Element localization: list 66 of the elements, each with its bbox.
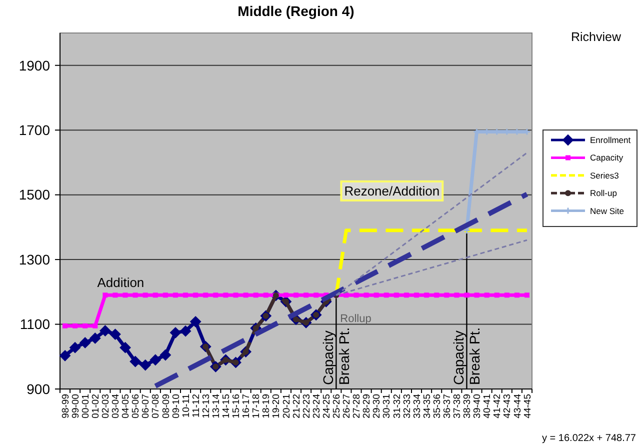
x-tick-label: 23-24 bbox=[311, 394, 322, 418]
x-tick-label: 08-09 bbox=[160, 394, 172, 418]
x-tick-label: 14-15 bbox=[221, 394, 232, 418]
x-tick-label: 40-41 bbox=[482, 394, 494, 418]
annotation: Rezone/Addition bbox=[344, 183, 440, 198]
x-tick-label: 15-16 bbox=[231, 394, 242, 418]
text: Richview bbox=[570, 30, 622, 44]
legend-label: Roll-up bbox=[590, 188, 618, 198]
legend-label: New Site bbox=[590, 206, 624, 216]
x-tick-label: 99-00 bbox=[70, 394, 82, 418]
x-tick-label: 21-22 bbox=[291, 394, 302, 418]
legend-label: Capacity bbox=[590, 152, 624, 163]
x-tick-label: 36-37 bbox=[442, 394, 453, 418]
x-tick-label: 39-40 bbox=[472, 394, 484, 418]
chart-title: Middle (Region 4) bbox=[238, 3, 354, 19]
x-tick-label: 28-29 bbox=[362, 394, 373, 418]
y-tick-label: 1100 bbox=[20, 316, 50, 332]
x-tick-label: 03-04 bbox=[110, 394, 122, 418]
x-tick-label: 13-14 bbox=[210, 394, 222, 418]
annotation: Capacity Break Pt. bbox=[450, 327, 483, 385]
x-tick-label: 29-30 bbox=[372, 394, 383, 418]
x-tick-label: 30-31 bbox=[382, 394, 393, 418]
x-tick-label: 07-08 bbox=[150, 394, 162, 418]
x-tick-label: 06-07 bbox=[140, 394, 152, 418]
x-tick-label: 22-23 bbox=[301, 394, 312, 418]
x-tick-label: 11-12 bbox=[190, 394, 202, 418]
legend-label: Series3 bbox=[590, 170, 620, 180]
x-tick-label: 19-20 bbox=[271, 394, 282, 418]
annotation: Addition bbox=[97, 275, 144, 290]
x-tick-label: 41-42 bbox=[492, 394, 504, 418]
x-tick-label: 00-01 bbox=[80, 394, 92, 418]
x-tick-label: 38-39 bbox=[462, 394, 474, 418]
x-tick-label: 34-35 bbox=[422, 394, 433, 418]
y-tick-label: 1500 bbox=[18, 186, 50, 203]
x-tick-label: 09-10 bbox=[170, 394, 182, 418]
x-tick-label: 12-13 bbox=[200, 394, 212, 418]
x-tick-label: 43-44 bbox=[512, 394, 524, 418]
x-tick-label: 27-28 bbox=[352, 394, 363, 418]
y-tick-label: 900 bbox=[26, 380, 50, 397]
x-tick-label: 33-34 bbox=[412, 394, 423, 418]
x-tick-label: 42-43 bbox=[502, 394, 514, 418]
x-tick-label: 37-38 bbox=[452, 394, 464, 418]
x-tick-label: 17-18 bbox=[251, 394, 262, 418]
x-tick-label: 20-21 bbox=[281, 394, 292, 418]
x-tick-label: 16-17 bbox=[241, 394, 252, 418]
y-tick-label: 1700 bbox=[18, 122, 50, 138]
x-tick-label: 02-03 bbox=[100, 394, 112, 418]
y-tick-label: 1900 bbox=[18, 57, 50, 74]
text: y = 16.022x + 748.77 bbox=[542, 433, 636, 444]
x-tick-label: 44-45 bbox=[522, 394, 534, 418]
annotation: Capacity Break Pt. bbox=[320, 327, 352, 385]
x-tick-label: 98-99 bbox=[60, 394, 72, 418]
x-tick-label: 35-36 bbox=[432, 394, 443, 418]
x-tick-label: 18-19 bbox=[261, 394, 272, 418]
x-tick-label: 32-33 bbox=[402, 394, 413, 418]
x-tick-label: 01-02 bbox=[90, 394, 102, 418]
x-tick-label: 26-27 bbox=[342, 394, 353, 418]
x-tick-label: 25-26 bbox=[331, 394, 342, 418]
x-tick-label: 31-32 bbox=[392, 394, 403, 418]
y-tick-label: 1300 bbox=[18, 251, 50, 268]
x-tick-label: 04-05 bbox=[120, 394, 132, 418]
x-tick-label: 05-06 bbox=[130, 394, 142, 418]
x-tick-label: 10-11 bbox=[180, 394, 192, 418]
x-tick-label: 24-25 bbox=[321, 394, 332, 418]
annotation: Rollup bbox=[340, 313, 372, 326]
legend-label: Enrollment bbox=[590, 134, 632, 145]
